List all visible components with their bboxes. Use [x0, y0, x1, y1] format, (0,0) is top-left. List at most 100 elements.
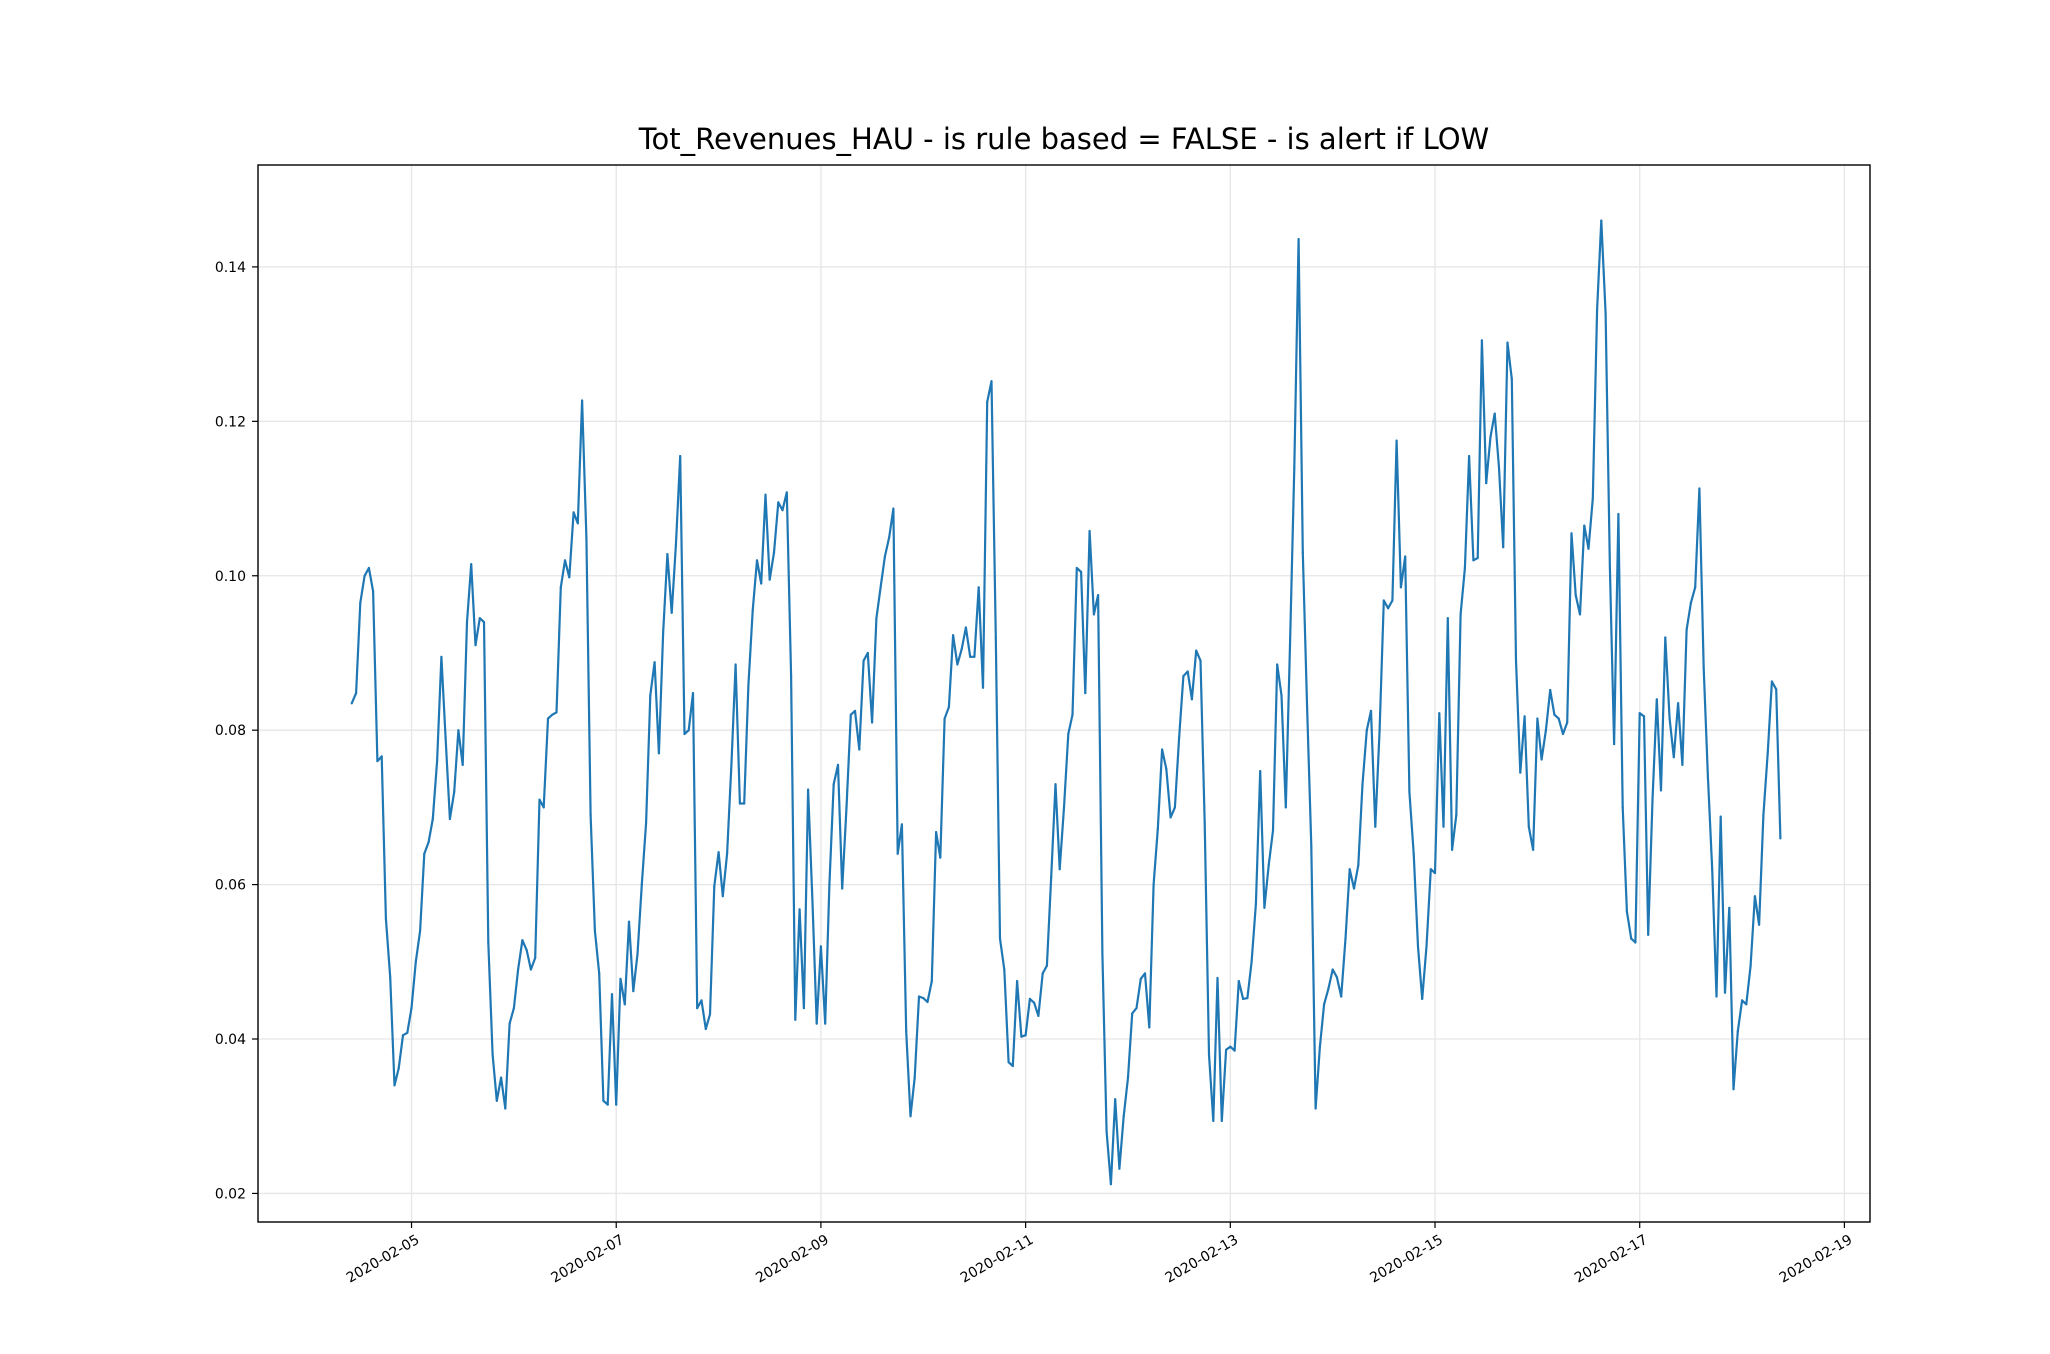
data-point [1143, 972, 1147, 975]
data-point [542, 806, 545, 809]
data-point [1583, 524, 1586, 527]
data-point [768, 578, 771, 581]
data-point [1770, 680, 1773, 683]
data-point [832, 783, 835, 786]
data-point [943, 717, 946, 720]
data-point [952, 634, 955, 637]
data-point [1357, 864, 1360, 867]
data-point [717, 851, 720, 854]
data-point [1024, 1034, 1027, 1037]
data-point [721, 895, 724, 898]
data-point [1190, 698, 1193, 701]
data-point [1097, 594, 1100, 597]
data-point [1058, 868, 1061, 871]
data-point [1105, 1130, 1108, 1133]
data-point [380, 755, 383, 758]
data-point [372, 590, 375, 593]
data-point [1715, 995, 1718, 998]
data-point [790, 675, 793, 678]
data-point [1625, 910, 1628, 913]
data-point [1630, 937, 1633, 940]
data-point [482, 621, 486, 624]
data-point [1497, 466, 1501, 469]
data-point [956, 663, 959, 666]
y-tick-label: 0.06 [215, 878, 246, 894]
data-point [1267, 864, 1270, 867]
data-point [645, 821, 648, 824]
data-point [1668, 717, 1671, 720]
data-point [504, 1107, 507, 1110]
data-point [1617, 512, 1620, 516]
data-point [751, 609, 754, 612]
data-point [1438, 712, 1441, 715]
data-point [879, 586, 882, 589]
data-point [687, 729, 690, 732]
x-tick-label: 2020-02-07 [549, 1232, 627, 1287]
data-point [491, 1053, 494, 1056]
data-point [1472, 559, 1475, 562]
data-point [1075, 566, 1078, 570]
data-point [986, 400, 989, 404]
data-point [376, 760, 379, 763]
data-point [632, 990, 635, 993]
data-point [683, 732, 686, 736]
data-point [1762, 814, 1765, 817]
data-point [875, 617, 878, 620]
data-point [998, 937, 1002, 940]
data-point [653, 661, 656, 664]
data-point [538, 798, 541, 801]
data-point [1178, 736, 1181, 740]
data-point [866, 651, 869, 655]
data-point [1557, 717, 1560, 720]
data-point [760, 582, 763, 585]
data-point [1033, 1001, 1036, 1004]
series-line [350, 219, 1782, 1186]
data-point [1719, 815, 1722, 818]
data-point [679, 455, 682, 458]
data-point [1404, 555, 1407, 558]
data-point [1749, 964, 1752, 967]
data-point [1591, 497, 1594, 500]
data-point [1766, 752, 1769, 755]
data-point [627, 920, 631, 923]
data-point [465, 621, 469, 624]
data-point [444, 736, 447, 740]
data-point [478, 617, 481, 620]
data-point [431, 817, 434, 821]
data-point [636, 953, 639, 956]
data-point [674, 543, 678, 547]
data-point [521, 939, 524, 942]
data-point [917, 995, 921, 998]
data-point [512, 1007, 516, 1010]
data-point [1365, 729, 1368, 732]
y-axis: 0.02 0.04 0.06 0.08 0.10 0.12 0.14 [215, 260, 258, 1202]
data-point [841, 887, 844, 890]
data-point [1608, 566, 1611, 570]
data-point [973, 655, 976, 658]
data-point [487, 941, 490, 944]
data-point [849, 713, 852, 716]
plot-area-frame [257, 164, 1871, 1223]
data-point [610, 993, 614, 996]
data-point [1502, 546, 1505, 549]
data-point [1429, 868, 1432, 871]
data-point [704, 1027, 707, 1031]
data-point [726, 852, 729, 855]
data-point [730, 763, 733, 767]
data-point [1045, 964, 1048, 967]
x-tick-label: 2020-02-11 [958, 1232, 1036, 1287]
data-point [1433, 871, 1437, 875]
data-point [1570, 532, 1573, 535]
data-point [436, 760, 439, 763]
data-point [1442, 825, 1445, 828]
data-point [1216, 976, 1219, 980]
data-point [1549, 688, 1552, 692]
data-point [1446, 617, 1449, 620]
x-tick-label: 2020-02-05 [344, 1232, 422, 1287]
data-point [811, 898, 814, 902]
data-point [700, 999, 703, 1002]
data-point [1544, 729, 1547, 732]
data-point [913, 1076, 916, 1079]
data-point [419, 929, 422, 933]
data-point [1335, 976, 1338, 979]
